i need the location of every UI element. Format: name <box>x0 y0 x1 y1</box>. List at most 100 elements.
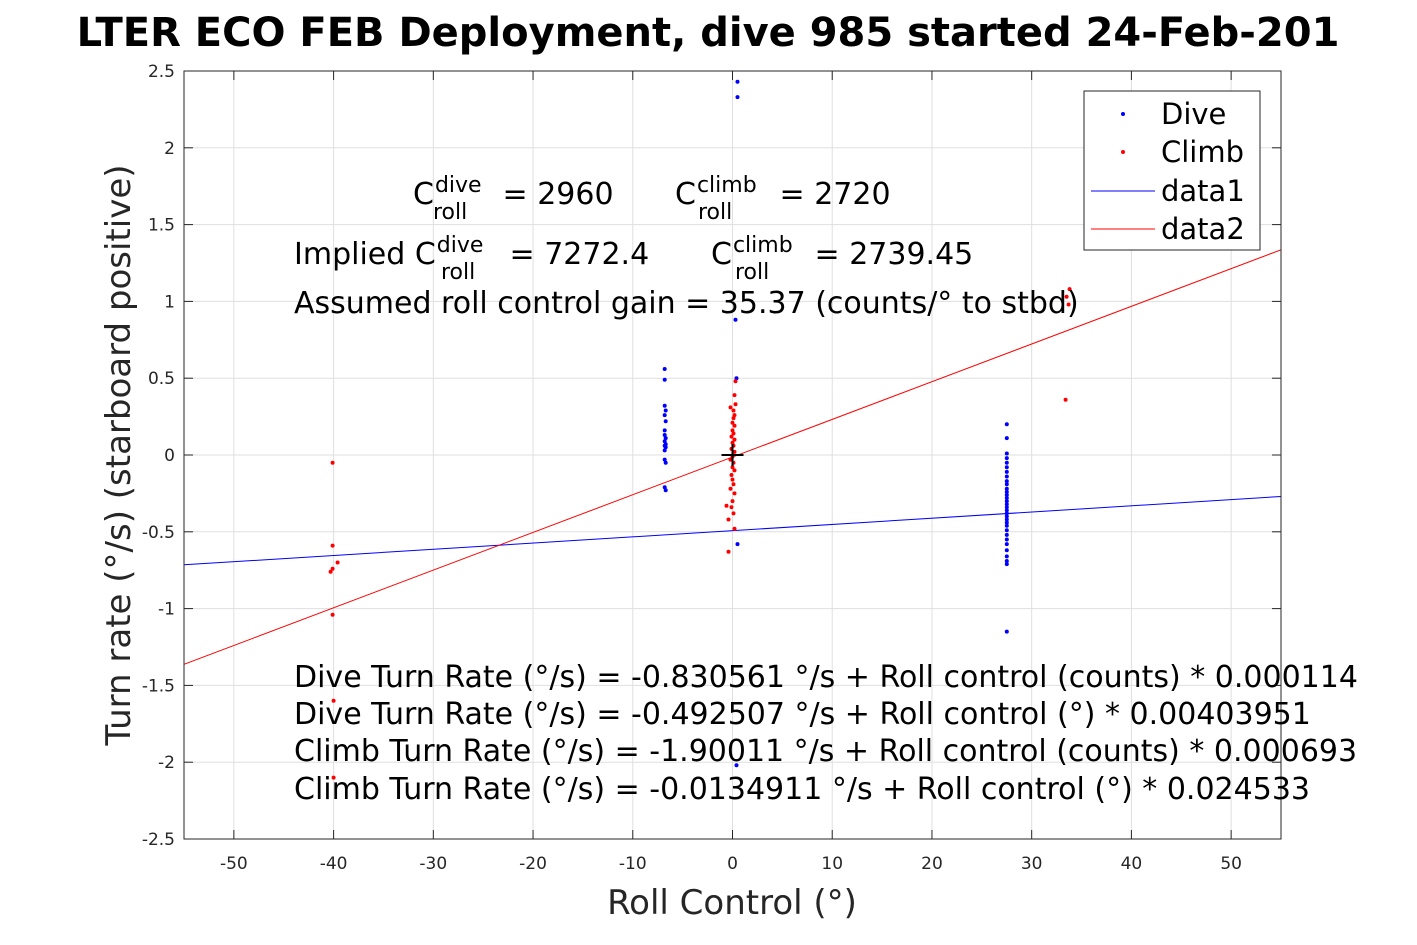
x-tick-label: 40 <box>1121 854 1143 874</box>
dive-point <box>1004 489 1009 494</box>
equation-climb-counts: Climb Turn Rate (°/s) = -1.90011 °/s + R… <box>294 734 1357 769</box>
legend-label-dive: Dive <box>1161 97 1226 131</box>
y-tick-label: 0 <box>164 446 175 466</box>
implied-climb-annotation: Cclimb roll = 2739.45 <box>711 233 973 285</box>
climb-point <box>728 486 733 491</box>
dive-point <box>1004 436 1009 441</box>
climb-point <box>732 526 737 531</box>
climb-point <box>330 460 335 465</box>
climb-point <box>731 482 736 487</box>
dive-point <box>1004 514 1009 519</box>
dive-point <box>662 413 667 418</box>
y-tick-label: 2.5 <box>148 62 175 82</box>
dive-point <box>663 460 668 465</box>
implied-dive-annotation: Implied Cdive roll = 7272.4 <box>294 233 649 285</box>
y-tick-label: -1 <box>158 600 175 620</box>
legend-label-climb: Climb <box>1161 135 1244 169</box>
climb-point <box>730 428 735 433</box>
dive-point <box>1004 465 1009 470</box>
climb-point <box>726 517 731 522</box>
climb-point <box>733 379 738 384</box>
climb-point <box>729 473 734 477</box>
dive-point <box>662 433 667 437</box>
y-axis-label: Turn rate (°/s) (starboard positive) <box>99 164 139 746</box>
dive-point <box>1004 486 1009 491</box>
dive-point <box>735 79 740 84</box>
series-layer <box>183 79 1282 780</box>
dive-point <box>734 763 739 768</box>
equation-dive-counts: Dive Turn Rate (°/s) = -0.830561 °/s + R… <box>294 660 1358 695</box>
climb-point <box>335 560 340 565</box>
y-tick-label: 2 <box>164 139 175 159</box>
dive-point <box>662 448 667 453</box>
dive-point <box>1004 482 1009 487</box>
dive-point <box>1004 422 1009 427</box>
dive-point <box>1004 469 1009 474</box>
climb-point <box>731 408 736 413</box>
climb-point <box>1064 294 1069 299</box>
legend-label-data1: data1 <box>1161 174 1245 208</box>
dive-point <box>662 367 667 371</box>
climb-point <box>1067 287 1072 292</box>
x-tick-label: -50 <box>220 854 248 874</box>
x-tick-label: -20 <box>519 854 547 874</box>
legend-marker-dive <box>1121 112 1125 116</box>
y-tick-label: 0.5 <box>148 369 175 389</box>
climb-point <box>330 612 335 617</box>
dive-point <box>663 436 668 441</box>
climb-point <box>1063 397 1068 402</box>
y-tick-label: -2.5 <box>142 830 175 850</box>
legend: Dive Climb data1 data2 <box>1083 90 1261 251</box>
dive-point <box>662 403 667 408</box>
climb-point <box>729 505 734 510</box>
x-tick-label: -40 <box>320 854 348 874</box>
gain-annotation: Assumed roll control gain = 35.37 (count… <box>294 286 1079 321</box>
dive-point <box>1004 520 1009 525</box>
chart-title: LTER ECO FEB Deployment, dive 985 starte… <box>77 10 1340 56</box>
dive-point <box>1004 537 1009 542</box>
dive-point <box>1004 492 1009 497</box>
c-roll-climb-annotation: Cclimb roll = 2720 <box>675 173 891 225</box>
climb-point <box>732 437 737 442</box>
climb-point <box>732 491 737 496</box>
dive-point <box>663 408 668 413</box>
dive-point <box>1004 496 1009 500</box>
c-roll-dive-annotation: Cdive roll = 2960 <box>413 173 614 225</box>
climb-point <box>731 416 736 421</box>
dive-point <box>1004 456 1009 461</box>
climb-point <box>731 431 736 436</box>
climb-point <box>730 420 735 425</box>
climb-point <box>730 477 735 482</box>
dive-point <box>1004 511 1009 516</box>
dive-point <box>1004 460 1009 465</box>
dive-point <box>662 377 667 382</box>
dive-point <box>1004 474 1009 479</box>
x-tick-label: -30 <box>419 854 447 874</box>
dive-point <box>663 419 668 424</box>
equation-climb-degrees: Climb Turn Rate (°/s) = -0.0134911 °/s +… <box>294 772 1310 807</box>
series-line-data1 <box>183 496 1282 566</box>
dive-point <box>1004 528 1009 533</box>
climb-point <box>730 465 735 470</box>
dive-point <box>663 445 668 450</box>
y-tick-label: 1.5 <box>148 216 175 236</box>
climb-point <box>730 440 735 445</box>
x-tick-labels: -50 -40 -30 -20 -10 0 10 20 30 40 50 <box>220 854 1242 874</box>
dive-point <box>1004 517 1009 522</box>
dive-point <box>1004 554 1009 559</box>
dive-point <box>1004 499 1009 504</box>
legend-box <box>1083 90 1261 251</box>
x-tick-label: 20 <box>921 854 943 874</box>
climb-point <box>729 434 734 439</box>
y-tick-label: 1 <box>164 292 175 312</box>
dive-point <box>1004 559 1009 563</box>
climb-point <box>726 549 731 554</box>
dive-point <box>1004 542 1009 547</box>
x-axis-label: Roll Control (°) <box>607 883 857 923</box>
dive-point <box>662 428 667 433</box>
y-tick-label: -1.5 <box>142 676 175 696</box>
climb-point <box>730 499 735 504</box>
dive-point <box>1004 523 1009 528</box>
dive-point <box>1004 508 1009 513</box>
dive-point <box>1004 479 1009 484</box>
